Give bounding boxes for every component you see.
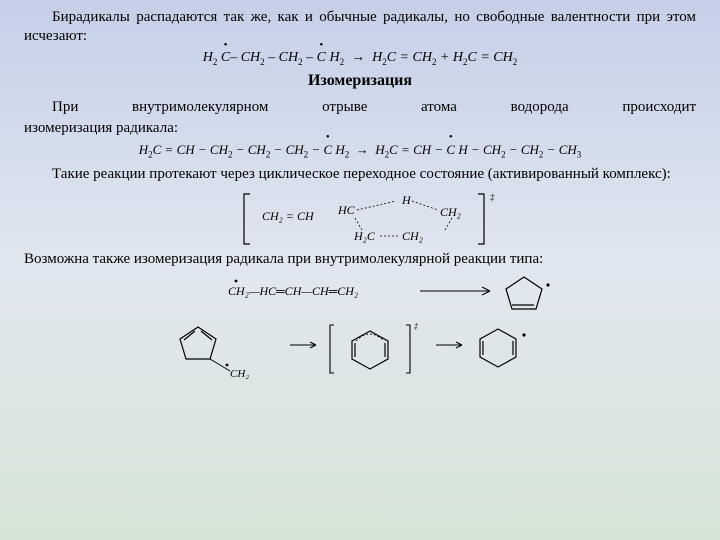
paragraph-biradicals: Бирадикалы распадаются так же, как и обы… xyxy=(24,8,696,46)
svg-text:CH₂—HC═CH—CH═CH₂: CH₂—HC═CH—CH═CH₂ xyxy=(228,284,358,298)
w1: При xyxy=(52,99,78,115)
svg-text:HC: HC xyxy=(337,203,356,217)
svg-text:CH₂: CH₂ xyxy=(440,205,461,219)
svg-text:CH₂: CH₂ xyxy=(230,368,249,380)
formula-2: H2C = CH − CH2 − CH2 − CH2 − C H2 → H2C … xyxy=(24,142,696,160)
paragraph-transition-state: Такие реакции протекают через циклическо… xyxy=(24,165,696,184)
paragraph-intramolecular-reaction: Возможна также изомеризация радикала при… xyxy=(24,250,696,269)
svg-text:CH₂ = CH: CH₂ = CH xyxy=(262,209,315,223)
diagram-resonance: CH₂ ‡ xyxy=(140,317,580,383)
w6: происходит xyxy=(622,99,696,115)
diagram-transition-state: ‡ CH₂ = CH HC H CH₂ H₂C CH₂ xyxy=(210,188,510,250)
w3: отрыве xyxy=(322,99,367,115)
w2: внутримолекулярном xyxy=(132,99,268,115)
svg-text:CH₂: CH₂ xyxy=(402,229,423,243)
svg-text:H: H xyxy=(401,193,412,207)
formula-1: H2 C– CH2 – CH2 – C H2 → H2C = CH2 + H2C… xyxy=(24,50,696,67)
w4: атома xyxy=(421,99,457,115)
paragraph-intramolecular-2: изомеризация радикала: xyxy=(24,119,696,138)
svg-text:H₂C: H₂C xyxy=(353,229,376,243)
svg-text:‡: ‡ xyxy=(414,322,419,331)
diagram-cyclization: CH₂—HC═CH—CH═CH₂ xyxy=(150,273,570,317)
paragraph-intramolecular-1: При внутримолекулярном отрыве атома водо… xyxy=(24,98,696,117)
w5: водорода xyxy=(511,99,569,115)
svg-text:‡: ‡ xyxy=(490,192,495,202)
heading-isomerization: Изомеризация xyxy=(24,72,696,90)
